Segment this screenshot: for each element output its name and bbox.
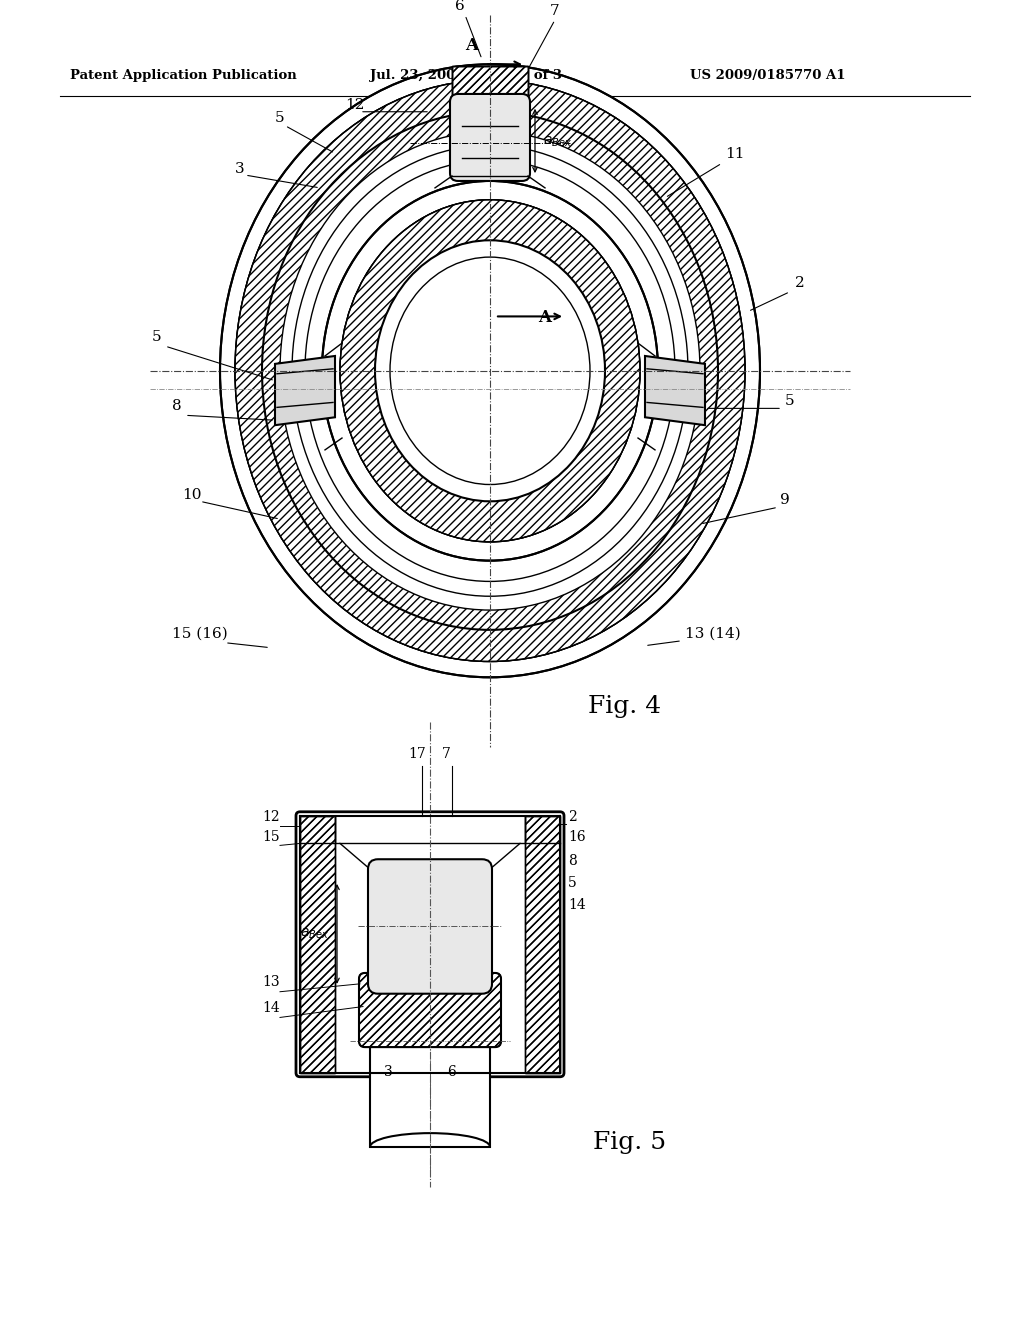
Text: Patent Application Publication: Patent Application Publication	[70, 69, 297, 82]
Text: US 2009/0185770 A1: US 2009/0185770 A1	[690, 69, 846, 82]
Ellipse shape	[280, 132, 700, 610]
FancyBboxPatch shape	[296, 812, 564, 1077]
Bar	[370, 1041, 490, 1147]
Text: 12: 12	[262, 809, 280, 824]
Text: Fig. 4: Fig. 4	[589, 696, 662, 718]
Text: $a_{Bex}$: $a_{Bex}$	[543, 135, 572, 149]
Text: 11: 11	[725, 148, 744, 161]
Text: 13: 13	[262, 974, 280, 989]
Polygon shape	[645, 356, 705, 425]
Text: Fig. 5: Fig. 5	[594, 1130, 667, 1154]
Text: 8: 8	[568, 854, 577, 869]
Text: 12: 12	[345, 98, 365, 112]
Text: 7: 7	[550, 4, 560, 18]
Ellipse shape	[340, 199, 640, 541]
Text: 14: 14	[262, 1001, 280, 1015]
Text: 3: 3	[234, 162, 245, 176]
FancyBboxPatch shape	[368, 859, 492, 994]
Text: 10: 10	[182, 488, 202, 503]
Ellipse shape	[322, 181, 658, 561]
Ellipse shape	[280, 132, 700, 610]
Ellipse shape	[262, 112, 718, 630]
Text: 3: 3	[384, 1065, 392, 1078]
Ellipse shape	[234, 81, 745, 661]
Text: 16: 16	[568, 830, 586, 845]
Text: 14: 14	[568, 898, 586, 912]
FancyBboxPatch shape	[359, 973, 501, 1047]
Text: 8: 8	[172, 400, 181, 413]
Text: 7: 7	[442, 747, 451, 762]
Text: 5: 5	[785, 395, 795, 408]
Text: 17: 17	[408, 747, 426, 762]
Ellipse shape	[234, 81, 745, 661]
Text: 13 (14): 13 (14)	[685, 627, 740, 640]
Text: 2: 2	[795, 276, 805, 290]
Text: A: A	[539, 309, 552, 326]
Text: 5: 5	[152, 330, 162, 345]
Ellipse shape	[390, 257, 590, 484]
FancyBboxPatch shape	[450, 94, 530, 181]
Text: 5: 5	[275, 111, 285, 124]
Ellipse shape	[375, 240, 605, 502]
Text: 5: 5	[568, 876, 577, 890]
Ellipse shape	[340, 199, 640, 541]
Ellipse shape	[375, 240, 605, 502]
FancyBboxPatch shape	[525, 816, 560, 1073]
Text: 15: 15	[262, 830, 280, 845]
Text: $a_{Bex}$: $a_{Bex}$	[300, 927, 329, 941]
Polygon shape	[275, 356, 335, 425]
Text: 9: 9	[780, 494, 790, 507]
Text: 15 (16): 15 (16)	[172, 627, 227, 640]
Text: 6: 6	[455, 0, 465, 13]
Text: 2: 2	[568, 809, 577, 824]
Ellipse shape	[220, 65, 760, 677]
Text: 6: 6	[447, 1065, 457, 1078]
FancyBboxPatch shape	[452, 66, 528, 106]
Text: A: A	[466, 37, 478, 54]
FancyBboxPatch shape	[300, 816, 335, 1073]
Text: Jul. 23, 2009  Sheet 3 of 3: Jul. 23, 2009 Sheet 3 of 3	[370, 69, 562, 82]
